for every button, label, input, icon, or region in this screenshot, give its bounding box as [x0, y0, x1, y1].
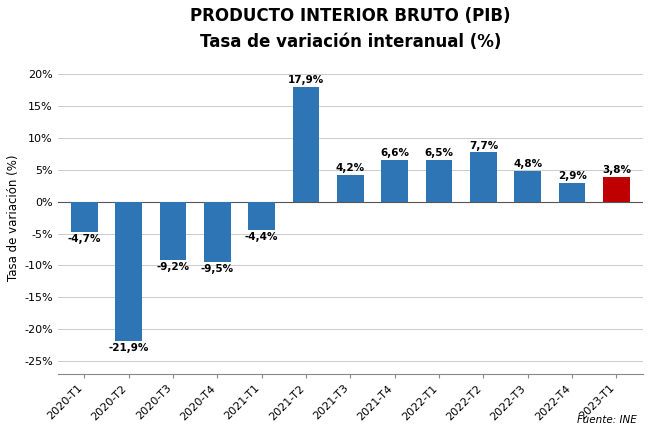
- Text: -4,4%: -4,4%: [245, 232, 278, 242]
- Bar: [204, 202, 231, 262]
- Bar: [160, 202, 187, 260]
- Text: -4,7%: -4,7%: [68, 233, 101, 244]
- Text: 2,9%: 2,9%: [558, 171, 586, 181]
- Text: 6,5%: 6,5%: [424, 148, 454, 158]
- Text: 7,7%: 7,7%: [469, 141, 498, 151]
- Bar: [559, 183, 586, 202]
- Bar: [248, 202, 275, 230]
- Y-axis label: Tasa de variación (%): Tasa de variación (%): [7, 154, 20, 281]
- Bar: [71, 202, 97, 232]
- Text: -9,5%: -9,5%: [201, 264, 234, 274]
- Bar: [470, 152, 497, 202]
- Text: -21,9%: -21,9%: [109, 343, 149, 353]
- Bar: [514, 171, 541, 202]
- Bar: [337, 175, 364, 202]
- Text: -9,2%: -9,2%: [157, 262, 190, 272]
- Text: 4,8%: 4,8%: [514, 159, 542, 169]
- Title: PRODUCTO INTERIOR BRUTO (PIB)
Tasa de variación interanual (%): PRODUCTO INTERIOR BRUTO (PIB) Tasa de va…: [190, 7, 511, 51]
- Text: Fuente: INE: Fuente: INE: [577, 415, 637, 425]
- Text: 6,6%: 6,6%: [380, 148, 410, 157]
- Bar: [382, 160, 408, 202]
- Text: 17,9%: 17,9%: [288, 76, 324, 85]
- Text: 3,8%: 3,8%: [602, 166, 631, 175]
- Bar: [603, 177, 630, 202]
- Text: 4,2%: 4,2%: [336, 163, 365, 173]
- Bar: [426, 160, 452, 202]
- Bar: [292, 88, 319, 202]
- Bar: [115, 202, 142, 341]
